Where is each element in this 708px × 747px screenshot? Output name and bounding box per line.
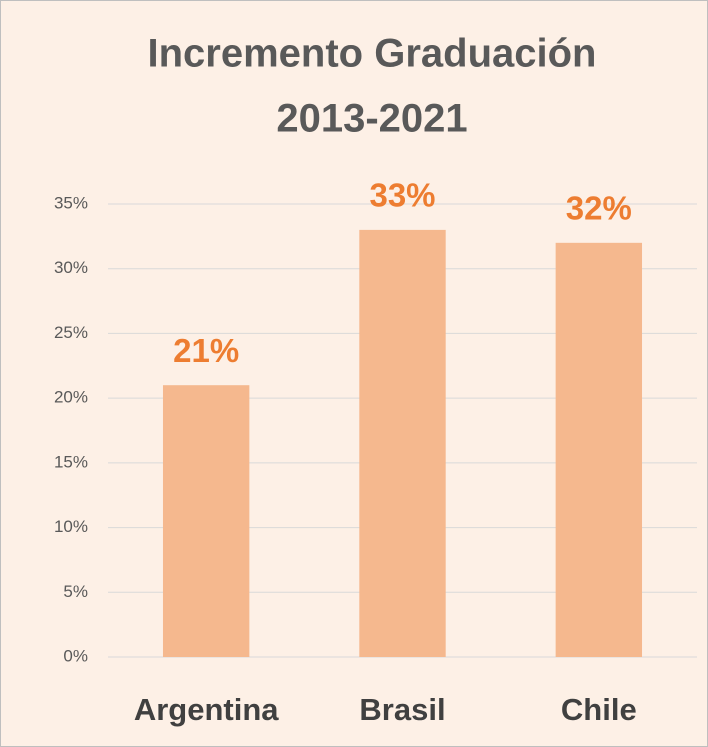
data-label: 21% bbox=[173, 332, 239, 369]
x-tick-label: Chile bbox=[561, 692, 637, 727]
x-tick-label: Argentina bbox=[134, 692, 279, 727]
data-label: 33% bbox=[369, 177, 435, 214]
y-tick-label: 20% bbox=[54, 388, 88, 407]
chart-title: Incremento Graduación bbox=[148, 32, 597, 76]
bar bbox=[359, 229, 446, 657]
y-tick-label: 25% bbox=[54, 323, 88, 342]
y-tick-label: 0% bbox=[63, 646, 88, 665]
x-tick-label: Brasil bbox=[359, 692, 445, 727]
chart-title: 2013-2021 bbox=[276, 97, 467, 141]
y-tick-label: 5% bbox=[63, 582, 88, 601]
y-tick-label: 10% bbox=[54, 517, 88, 536]
y-tick-label: 30% bbox=[54, 258, 88, 277]
y-tick-label: 15% bbox=[54, 452, 88, 471]
y-tick-label: 35% bbox=[54, 193, 88, 212]
data-label: 32% bbox=[566, 190, 632, 227]
bar bbox=[162, 385, 250, 657]
bar bbox=[555, 242, 643, 658]
